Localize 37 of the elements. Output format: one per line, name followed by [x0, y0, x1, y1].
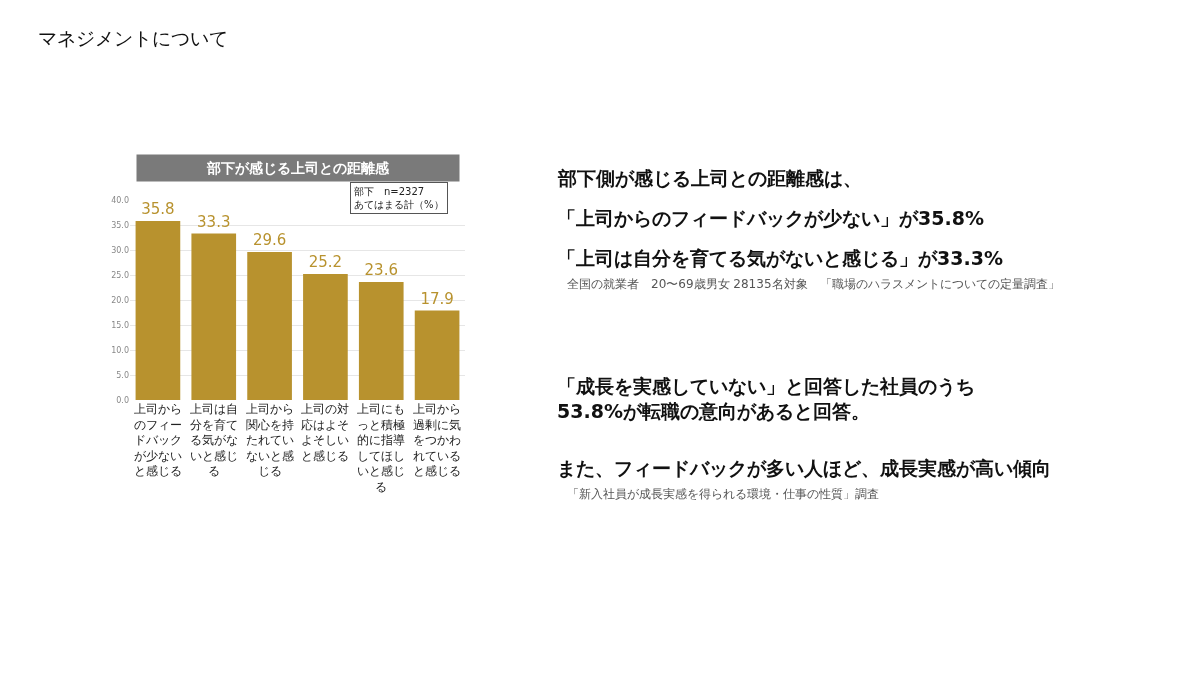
chart-subtitle: 部下が感じる上司との距離感 — [206, 160, 390, 176]
y-tick-label: 0.0 — [116, 395, 129, 405]
y-tick-label: 25.0 — [111, 270, 129, 280]
bar — [414, 310, 460, 400]
x-tick-label: 上司は自分を育てる気がないと感じる — [189, 402, 238, 479]
y-tick-label: 30.0 — [111, 245, 129, 255]
data-label: 25.2 — [308, 253, 343, 271]
chart-title: マネジメントについて — [38, 26, 228, 49]
bar — [135, 221, 181, 400]
bar — [358, 282, 404, 400]
x-tick-label: 上司からのフィードバックが少ないと感じる — [133, 402, 182, 479]
text: 「上司からのフィードバックが少ない」が35.8% — [557, 207, 984, 229]
y-tick-label: 20.0 — [111, 295, 129, 305]
text: 「上司は自分を育てる気がないと感じる」が33.3% — [557, 247, 1003, 269]
data-label: 23.6 — [364, 261, 398, 279]
data-label: 35.8 — [141, 200, 175, 218]
y-tick-label: 10.0 — [111, 345, 129, 355]
y-tick-label: 15.0 — [111, 320, 129, 330]
annotation: 部下 n=2327 あてはまる計（%） — [354, 186, 444, 210]
text: 部下側が感じる上司との距離感は、 — [557, 167, 862, 189]
text: また、フィードバックが多い人ほど、成長実感が高い傾向 — [557, 457, 1051, 479]
bar — [247, 252, 292, 400]
x-tick-label: 上司の対応はよそよそしいと感じる — [301, 402, 350, 463]
y-tick-label: 40.0 — [111, 195, 129, 205]
data-label: 33.3 — [197, 212, 231, 231]
x-tick-label: 上司にもっと積極的に指導してほしいと感じる — [357, 402, 406, 494]
data-label: 17.9 — [420, 289, 454, 308]
data-label: 29.6 — [252, 231, 287, 249]
x-tick-label: 上司から過剰に気をつかわれていると感じる — [413, 402, 462, 479]
text: 全国の就業者 20〜69歳男女 28135名対象 「職場のハラスメントについての定量調査」 — [567, 277, 1060, 291]
bar — [191, 233, 237, 400]
text: 「新入社員が成長実感を得られる環境・仕事の性質」調査 — [567, 487, 879, 501]
y-tick-label: 5.0 — [116, 370, 129, 380]
bar — [303, 274, 348, 400]
y-tick-label: 35.0 — [111, 220, 129, 230]
x-tick-label: 上司から関心を持たれていないと感じる — [245, 402, 294, 479]
text: 「成長を実感していない」と回答した社員のうち 53.8%が転職の意向があると回答。 — [557, 375, 975, 422]
